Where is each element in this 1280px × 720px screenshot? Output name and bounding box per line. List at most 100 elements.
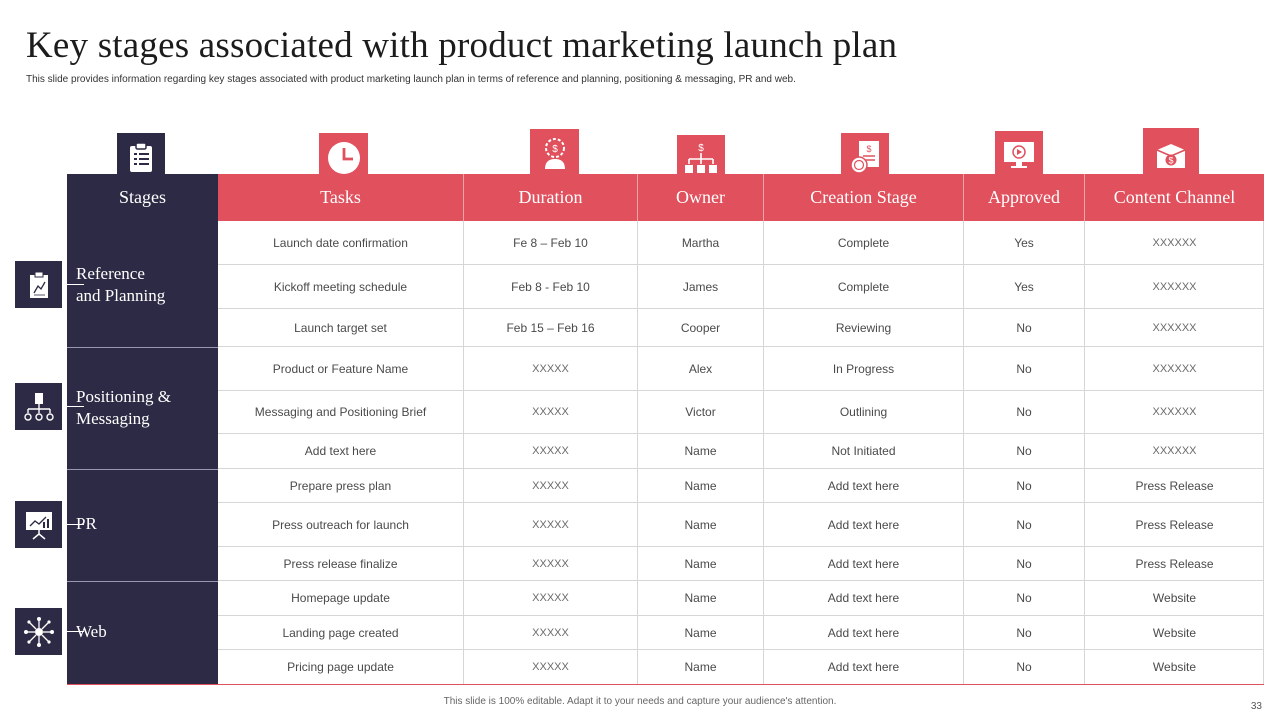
header-duration: Duration (463, 174, 637, 221)
cell-channel: Website (1084, 650, 1264, 684)
cell-creation: Not Initiated (763, 434, 963, 468)
table-row: Add text here XXXXX Name Not Initiated No XXX… (218, 434, 1264, 469)
header-approved: Approved (963, 174, 1084, 221)
cell-channel: XXXXXX (1084, 221, 1264, 264)
svg-text:$: $ (698, 143, 704, 154)
clipboard-icon (116, 132, 166, 182)
cell-task: Launch date confirmation (273, 235, 408, 250)
cell-duration: Fe 8 – Feb 10 (463, 221, 637, 264)
cell-owner: Name (637, 581, 763, 615)
cell-duration: Feb 8 - Feb 10 (463, 265, 637, 308)
table-row: Launch target set Feb 15 – Feb 16 Cooper Re… (218, 309, 1264, 347)
stage-block-reference (67, 221, 218, 347)
header-content-channel: Content Channel (1084, 174, 1264, 221)
cell-duration: XXXXX (463, 650, 637, 684)
page-subtitle: This slide provides information regardin… (26, 74, 796, 85)
cell-owner: Name (637, 503, 763, 546)
cell-channel: Press Release (1084, 469, 1264, 502)
table-row: Launch date confirmation Fe 8 – Feb 10 Mar… (218, 221, 1264, 265)
cell-approved: No (963, 434, 1084, 468)
cell-duration: XXXXX (463, 347, 637, 390)
svg-text:$: $ (552, 144, 558, 155)
table-row: Pricing page update XXXXX Name Add text her… (218, 650, 1264, 685)
cell-creation: Complete (763, 265, 963, 308)
cell-approved: No (963, 547, 1084, 580)
cell-owner: Name (637, 434, 763, 468)
cell-channel: XXXXXX (1084, 265, 1264, 308)
cell-task: Launch target set (294, 320, 387, 335)
table-row: Prepare press plan XXXXX Name Add text here… (218, 469, 1264, 503)
cell-duration: XXXXX (463, 503, 637, 546)
data-table (218, 221, 1264, 685)
cell-duration: XXXXX (463, 581, 637, 615)
cell-owner: Name (637, 469, 763, 502)
cell-task: Press outreach for launch (272, 517, 409, 532)
cell-channel: XXXXXX (1084, 434, 1264, 468)
cell-creation: Add text here (763, 503, 963, 546)
cell-owner: Alex (637, 347, 763, 390)
stage-label-reference: Reference and Planning (76, 264, 166, 305)
cell-creation: Add text here (763, 547, 963, 580)
cell-owner: Victor (637, 391, 763, 433)
cell-task: Homepage update (291, 591, 390, 605)
cell-channel: Website (1084, 581, 1264, 615)
table-bottom-border (67, 684, 1264, 685)
cell-task: Add text here (304, 444, 377, 458)
cell-owner: Martha (637, 221, 763, 264)
cell-creation: Add text here (763, 581, 963, 615)
header-creation-stage: Creation Stage (763, 174, 963, 221)
cell-channel: Website (1084, 616, 1264, 649)
cell-creation: Outlining (763, 391, 963, 433)
table-row: Messaging and Positioning Brief XXXXX Vict… (218, 391, 1264, 434)
cell-task: Kickoff meeting schedule (273, 279, 408, 294)
cell-approved: No (963, 309, 1084, 346)
cell-duration: XXXXX (463, 434, 637, 468)
header-stages: Stages (67, 174, 218, 221)
cell-channel: Press Release (1084, 547, 1264, 580)
cell-duration: Feb 15 – Feb 16 (463, 309, 637, 346)
cell-duration: XXXXX (463, 391, 637, 433)
stage-label-web: Web (76, 622, 107, 641)
network-hub-icon (15, 608, 62, 655)
presentation-board-icon (15, 501, 62, 548)
building-network-icon (15, 383, 62, 430)
cell-task: Pricing page update (287, 660, 394, 674)
stage-label-pr: PR (76, 514, 97, 533)
cell-creation: Add text here (763, 650, 963, 684)
cell-approved: No (963, 650, 1084, 684)
table-row: Homepage update XXXXX Name Add text here No W… (218, 581, 1264, 616)
svg-text:$: $ (1168, 156, 1173, 166)
table-row: Product or Feature Name XXXXX Alex In Progr… (218, 347, 1264, 391)
cell-owner: Name (637, 547, 763, 580)
stage-block-positioning (67, 347, 218, 469)
table-row: Press release finalize XXXXX Name Add text … (218, 547, 1264, 581)
cell-creation: Add text here (763, 469, 963, 502)
connector-line (62, 631, 84, 632)
cell-approved: No (963, 347, 1084, 390)
cell-owner: James (637, 265, 763, 308)
cell-duration: XXXXX (463, 469, 637, 502)
cell-approved: No (963, 391, 1084, 433)
cell-approved: No (963, 503, 1084, 546)
footer-note: This slide is 100% editable. Adapt it to… (443, 696, 837, 707)
cell-channel: Press Release (1084, 503, 1264, 546)
cell-approved: Yes (963, 221, 1084, 264)
header-owner: Owner (637, 174, 763, 221)
cell-creation: Reviewing (763, 309, 963, 346)
clipboard-chart-icon (15, 261, 62, 308)
connector-line (62, 284, 84, 285)
cell-owner: Name (637, 650, 763, 684)
page-title: Key stages associated with product marke… (26, 25, 898, 66)
cell-task: Product or Feature Name (272, 361, 409, 376)
stage-label-positioning: Positioning & Messaging (76, 387, 171, 428)
cell-owner: Name (637, 616, 763, 649)
cell-task: Messaging and Positioning Brief (254, 405, 427, 419)
cell-duration: XXXXX (463, 616, 637, 649)
certificate-dollar-icon: $ (840, 132, 890, 182)
cell-channel: XXXXXX (1084, 391, 1264, 433)
header-tasks: Tasks (218, 174, 463, 221)
cell-task: Prepare press plan (289, 478, 392, 493)
connector-line (62, 524, 84, 525)
cell-duration: XXXXX (463, 547, 637, 580)
cell-creation: In Progress (763, 347, 963, 390)
